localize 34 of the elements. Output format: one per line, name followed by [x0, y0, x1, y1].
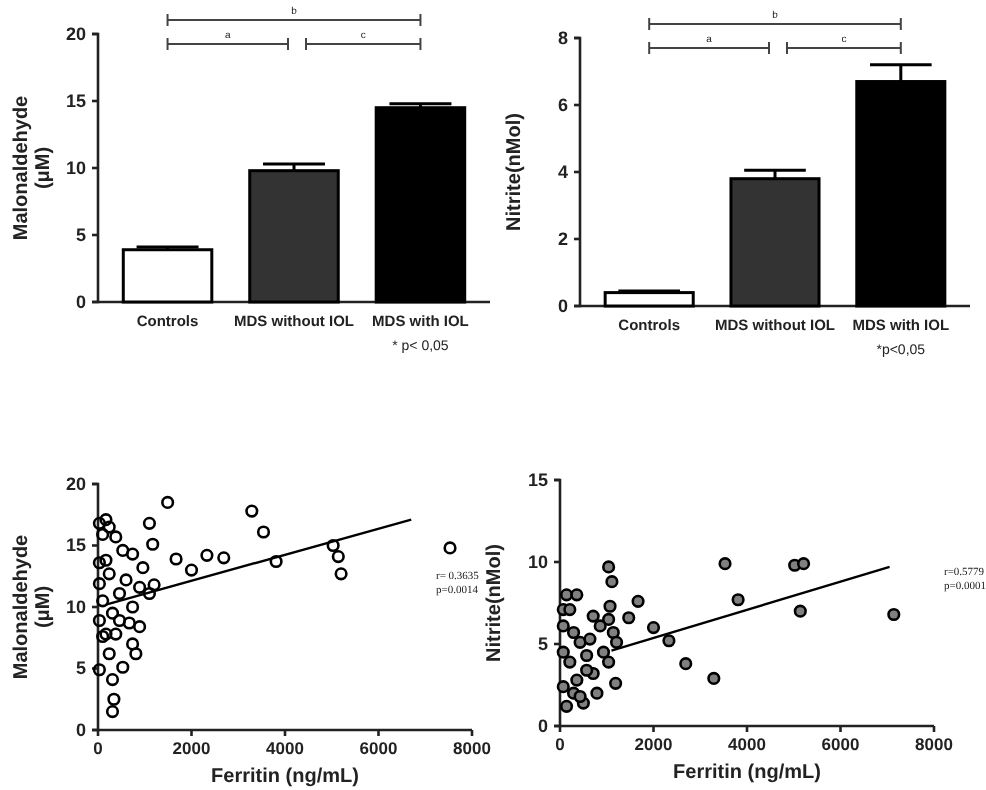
- x-axis-title: Ferritin (ng/mL): [673, 762, 821, 784]
- x-tick-label: 2000: [634, 734, 673, 755]
- x-tick-label: 6000: [821, 734, 860, 755]
- x-axis-title: Ferritin (ng/mL): [211, 766, 359, 788]
- x-tick-label: 4000: [728, 734, 767, 755]
- x-tick-label: 2000: [172, 738, 211, 759]
- y-tick-label: 5: [537, 633, 548, 654]
- y-tick-label: 2: [557, 228, 568, 249]
- y-tick-label: 15: [65, 535, 86, 556]
- y-axis-title: Nitrite(nMol): [484, 544, 506, 662]
- y-tick-label: 10: [527, 551, 548, 572]
- y-tick-label: 0: [537, 715, 548, 736]
- y-axis-title: Nitrite(nMol): [504, 113, 526, 231]
- x-tick-label: 4000: [266, 738, 305, 759]
- x-tick-label: 8000: [453, 738, 492, 759]
- y-tick-label: 15: [527, 469, 548, 490]
- y-tick-label: 4: [557, 161, 568, 182]
- y-tick-label: 15: [65, 90, 86, 111]
- y-tick-label: 20: [65, 473, 86, 494]
- y-tick-label: 20: [65, 23, 86, 44]
- y-tick-label: 5: [75, 658, 86, 679]
- y-axis-title: Malonaldehyde (μM): [11, 94, 55, 241]
- y-tick-label: 5: [75, 224, 86, 245]
- y-tick-label: 0: [75, 291, 86, 312]
- y-tick-label: 10: [65, 157, 86, 178]
- y-tick-label: 10: [65, 596, 86, 617]
- x-tick-label: 6000: [359, 738, 398, 759]
- y-tick-label: 0: [75, 719, 86, 740]
- y-tick-label: 6: [557, 94, 568, 115]
- y-tick-label: 8: [557, 27, 568, 48]
- x-tick-label: 8000: [915, 734, 954, 755]
- y-tick-label: 0: [557, 295, 568, 316]
- y-axis-title: Malonaldehyde (μM): [11, 533, 55, 680]
- x-tick-label: 0: [93, 738, 104, 759]
